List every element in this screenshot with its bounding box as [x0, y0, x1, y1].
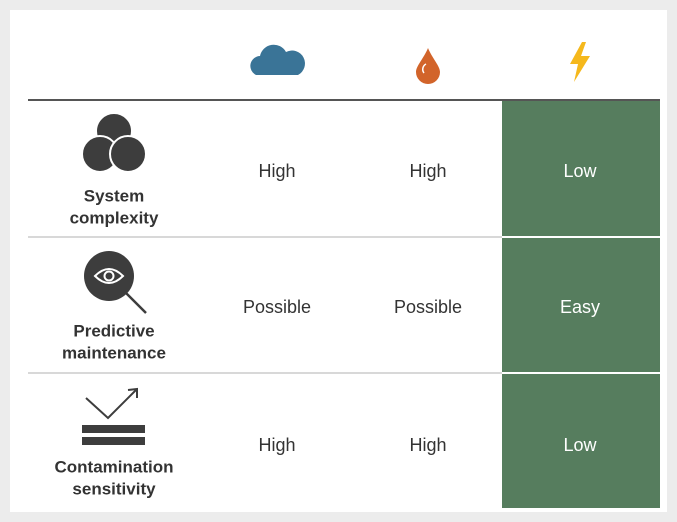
drop-icon: [416, 48, 440, 84]
row-label: maintenance: [62, 343, 166, 362]
venn-icon: [81, 112, 147, 173]
row-label: sensitivity: [72, 479, 156, 498]
cell-value: Low: [563, 435, 597, 455]
row-label: System: [84, 186, 144, 205]
cell-value: Easy: [560, 297, 600, 317]
row-label: complexity: [70, 208, 159, 227]
cell-value: High: [258, 435, 295, 455]
bolt-icon: [570, 42, 590, 82]
cloud-icon: [250, 44, 305, 75]
cell-value: High: [409, 161, 446, 181]
cell-value: High: [409, 435, 446, 455]
cell-value: High: [258, 161, 295, 181]
inspect-icon: [84, 251, 147, 314]
cell-value: Low: [563, 161, 597, 181]
cell-value: Possible: [243, 297, 311, 317]
row-label: Predictive: [73, 321, 154, 340]
row-label: Contamination: [55, 457, 174, 476]
contamination-icon: [82, 387, 145, 445]
highlight-column: [502, 101, 660, 508]
drop-highlight: [422, 63, 427, 74]
cell-value: Possible: [394, 297, 462, 317]
